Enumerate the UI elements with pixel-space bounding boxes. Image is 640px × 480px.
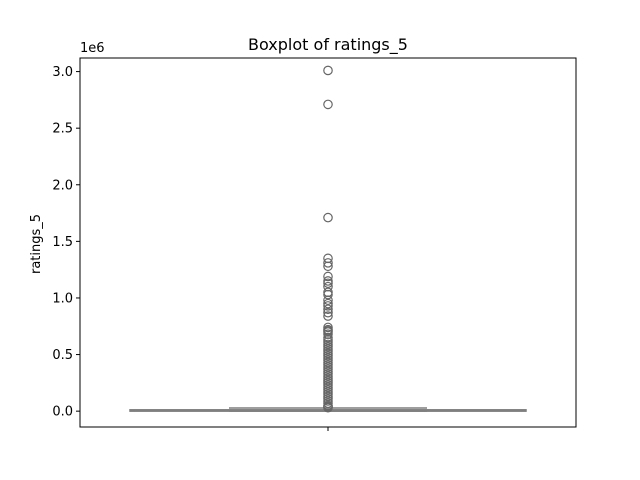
outlier-point	[323, 289, 333, 300]
y-tick-label: 1.0	[52, 291, 73, 306]
outlier-point	[323, 99, 333, 110]
outlier-point	[323, 65, 333, 76]
y-axis-offset-label: 1e6	[80, 41, 105, 56]
outlier-point	[323, 301, 333, 311]
y-axis-label: ratings_5	[29, 214, 44, 274]
y-tick-label: 3.0	[52, 65, 73, 80]
y-tick-label: 1.5	[52, 235, 73, 250]
outlier-point	[323, 261, 333, 272]
outlier-point	[323, 402, 333, 413]
outlier-point	[323, 304, 333, 315]
outlier-group	[323, 65, 333, 413]
outlier-point	[323, 311, 333, 321]
outlier-point	[323, 295, 333, 306]
y-tick-label: 2.5	[52, 122, 73, 137]
outlier-point	[323, 258, 333, 268]
outlier-point	[323, 278, 333, 289]
y-tick-label: 0.0	[52, 405, 73, 420]
outlier-point	[323, 271, 333, 282]
outlier-point	[323, 212, 333, 223]
outlier-point	[323, 307, 333, 318]
y-axis-ticks: 0.0 0.5 1.0 1.5 2.0 2.5 3.0	[52, 65, 80, 420]
y-tick-label: 2.0	[52, 178, 73, 193]
y-tick-label: 0.5	[52, 348, 73, 363]
chart-title: Boxplot of ratings_5	[248, 35, 408, 55]
